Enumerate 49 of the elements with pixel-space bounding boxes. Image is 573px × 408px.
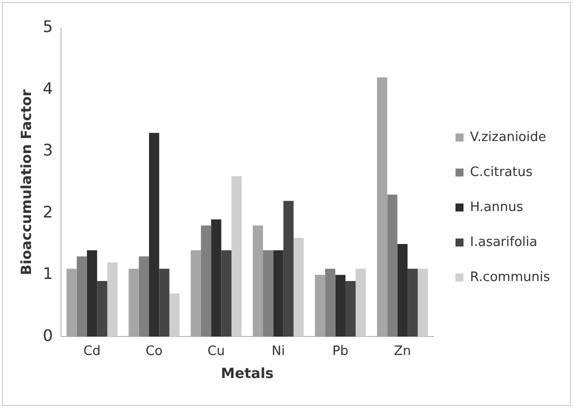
bar xyxy=(408,268,418,337)
bar xyxy=(190,250,201,337)
bar xyxy=(211,219,222,337)
x-axis-title: Metals xyxy=(220,366,274,382)
bar xyxy=(231,176,242,337)
bar xyxy=(221,250,232,337)
x-tick-label: Pb xyxy=(332,344,348,359)
legend-label: I.asarifolia xyxy=(470,234,538,250)
bar xyxy=(397,244,408,337)
bar xyxy=(107,262,118,337)
bar xyxy=(377,77,388,337)
bar xyxy=(97,281,108,337)
legend-label: V.zizanioide xyxy=(470,130,546,145)
bar xyxy=(252,226,264,337)
x-tick-label: Cu xyxy=(208,344,225,359)
bar xyxy=(283,200,294,337)
bar xyxy=(149,132,160,337)
bar xyxy=(418,268,428,337)
legend-label: R.communis xyxy=(470,270,550,285)
x-tick-label: Ni xyxy=(272,344,285,359)
bar xyxy=(169,293,180,337)
bar xyxy=(159,268,170,337)
legend-label: C.citratus xyxy=(470,164,533,180)
bar xyxy=(273,250,284,337)
bar xyxy=(66,268,77,337)
bar xyxy=(263,250,274,337)
x-tick-label: Co xyxy=(146,344,163,359)
y-tick-label: 0 xyxy=(42,326,53,345)
x-tick-label: Zn xyxy=(394,344,412,359)
bar xyxy=(356,268,366,337)
bar xyxy=(128,268,139,337)
x-tick-label: Cd xyxy=(83,344,101,359)
legend-label: H.annus xyxy=(470,200,524,215)
bar xyxy=(200,226,212,337)
y-tick-label: 1 xyxy=(42,264,53,284)
y-tick-label: 4 xyxy=(42,78,53,98)
bar xyxy=(314,274,326,337)
y-tick-label: 3 xyxy=(42,140,53,160)
bar xyxy=(76,256,87,337)
bar xyxy=(335,274,346,337)
bar xyxy=(345,281,356,337)
y-axis-title: Bioaccumulation Factor xyxy=(19,89,36,276)
bar xyxy=(294,238,304,337)
bar xyxy=(86,250,98,337)
bar xyxy=(138,256,150,337)
bar xyxy=(387,194,398,337)
y-tick-label: 5 xyxy=(42,17,53,36)
y-tick-label: 2 xyxy=(42,202,53,222)
bar xyxy=(325,268,336,337)
